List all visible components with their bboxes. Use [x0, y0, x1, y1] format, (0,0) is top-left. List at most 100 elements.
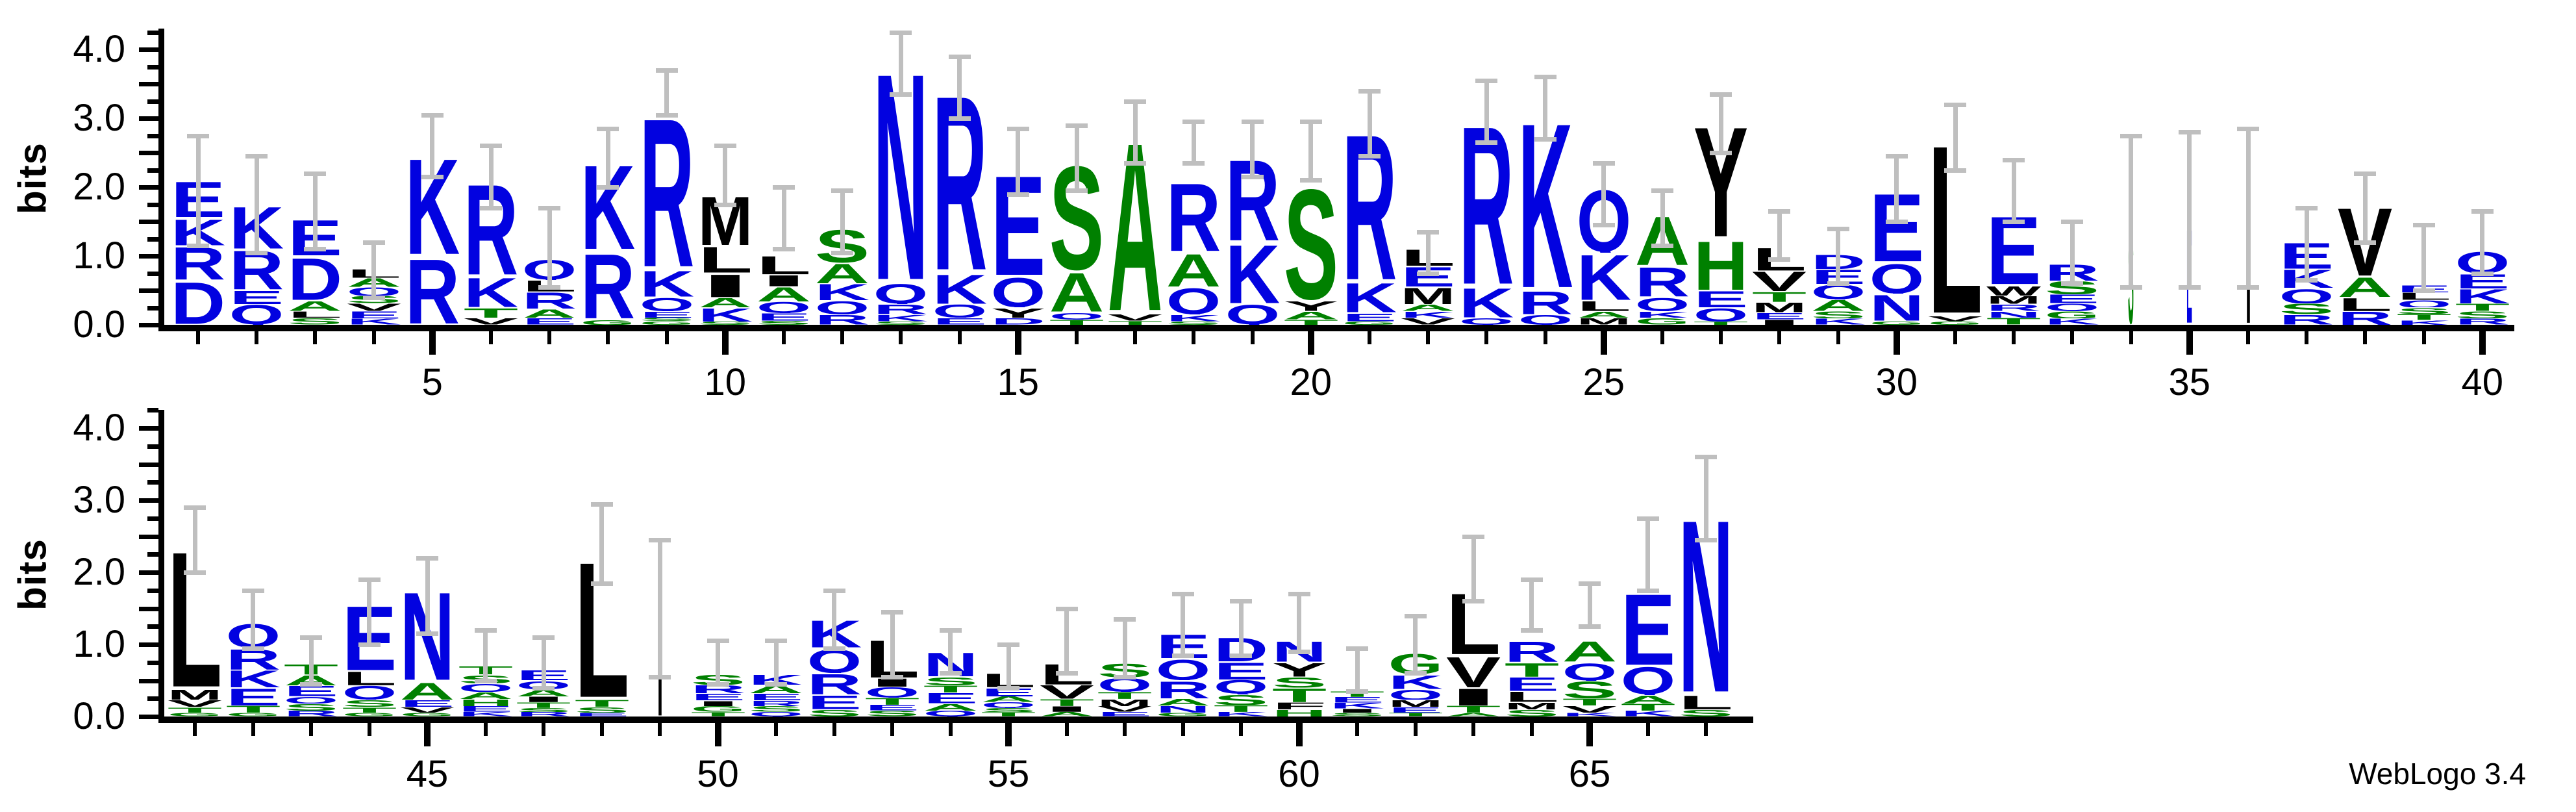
x-axis-tick — [1413, 723, 1418, 736]
logo-letter-R-43: R — [284, 711, 338, 717]
y-axis-tick — [139, 151, 158, 155]
error-bar-cap-bottom — [1124, 160, 1147, 166]
svg-text:Q: Q — [1518, 314, 1572, 325]
svg-text:T: T — [1752, 292, 1807, 302]
svg-text:T: T — [1049, 320, 1104, 325]
logo-letter-K-21: K — [1342, 282, 1397, 313]
y-axis-tick — [147, 236, 158, 242]
x-axis-tick — [2012, 331, 2016, 344]
y-axis-tick — [139, 323, 158, 327]
logo-letter-E-21: E — [1342, 313, 1397, 322]
logo-letter-S-39: S — [2396, 308, 2451, 314]
svg-text:K: K — [464, 277, 518, 308]
svg-text:K: K — [873, 314, 928, 322]
error-bar-cap-top — [532, 635, 555, 640]
svg-text:S: S — [1271, 677, 1326, 688]
error-bar-stem — [1718, 94, 1723, 153]
svg-text:A: A — [400, 682, 455, 700]
svg-text:I: I — [516, 696, 571, 702]
logo-letter-L-3: L — [288, 311, 342, 318]
svg-text:K: K — [225, 670, 281, 688]
svg-text:T: T — [2455, 303, 2510, 311]
logo-letter-V-22: V — [1401, 318, 1456, 325]
svg-text:A: A — [516, 689, 571, 696]
y-axis-tick — [139, 47, 158, 52]
logo-letter-N-32: N — [1986, 311, 2041, 318]
svg-text:E: E — [757, 313, 811, 321]
svg-text:T: T — [168, 707, 222, 713]
logo-letter-E-54: E — [923, 692, 977, 704]
logo-letter-T-6: T — [464, 308, 518, 318]
error-bar-cap-top — [416, 555, 438, 561]
logo-letter-G-30: G — [1869, 322, 1924, 325]
svg-text:Q: Q — [1166, 287, 1221, 314]
error-bar-cap-bottom — [245, 250, 268, 255]
x-axis-tick — [1307, 331, 1314, 355]
error-bar-stem — [483, 629, 488, 681]
y-axis-tick-label: 4.0 — [73, 28, 125, 70]
logo-letter-A-29: A — [1810, 299, 1865, 311]
y-axis-tick-label: 3.0 — [73, 479, 125, 521]
svg-text:E: E — [865, 705, 919, 711]
logo-letter-V-31: V — [1928, 316, 1983, 321]
svg-text:T: T — [1330, 691, 1384, 697]
error-bar-stem — [192, 507, 197, 572]
logo-letter-R-5: R — [405, 256, 460, 325]
error-bar-cap-bottom — [649, 674, 671, 679]
logo-letter-R-64: R — [1504, 641, 1558, 662]
error-bar-cap-bottom — [1944, 168, 1966, 173]
svg-text:V: V — [1928, 316, 1983, 321]
svg-text:R: R — [2279, 314, 2334, 325]
logo-letter-A-63: A — [1446, 713, 1501, 717]
svg-text:R: R — [284, 711, 338, 717]
error-bar-cap-top — [997, 642, 1019, 647]
logo-letter-Q-33: Q — [2045, 303, 2099, 311]
error-bar-cap-bottom — [765, 682, 787, 687]
logo-letter-T-65: T — [1562, 698, 1617, 705]
svg-text:E: E — [690, 693, 745, 700]
y-axis-tick — [147, 305, 158, 311]
svg-text:K: K — [639, 270, 694, 297]
logo-letter-Q-24: Q — [1518, 314, 1572, 325]
x-axis-tick-label: 5 — [421, 361, 443, 403]
error-bar-stem — [2421, 225, 2427, 290]
logo-letter-H-46: H — [458, 699, 512, 706]
svg-text:H: H — [458, 699, 512, 706]
svg-text:Q: Q — [1620, 666, 1675, 694]
error-bar-stem — [1016, 128, 1021, 194]
svg-text:Q: Q — [639, 298, 694, 311]
y-axis-tick-label: 2.0 — [73, 551, 125, 593]
logo-letter-A-65: A — [1562, 641, 1617, 662]
error-bar-cap-top — [1768, 209, 1791, 214]
svg-text:T: T — [690, 712, 745, 717]
error-bar-cap-bottom — [300, 682, 322, 687]
svg-text:G: G — [1342, 322, 1397, 325]
logo-letter-T-56: T — [1039, 699, 1094, 706]
error-bar-stem — [890, 612, 895, 677]
error-bar-stem — [541, 637, 546, 688]
logo-letter-T-66: T — [1620, 704, 1675, 711]
logo-letter-E-45: E — [400, 700, 455, 707]
logo-letter-L-25: L — [1577, 301, 1631, 311]
error-bar-cap-top — [1241, 120, 1264, 125]
error-bar-stem — [1543, 77, 1548, 139]
error-bar-stem — [195, 135, 201, 246]
logo-letter-D-15: D — [991, 318, 1045, 325]
logo-letter-T-42: T — [225, 705, 280, 713]
y-axis-tick — [139, 288, 158, 293]
error-bar-cap-bottom — [1241, 175, 1264, 180]
logo-letter-M-22: M — [1401, 287, 1455, 305]
svg-text:S: S — [1679, 709, 1733, 717]
error-bar-stem — [657, 540, 662, 677]
x-axis-tick — [193, 723, 197, 736]
logo-letter-V-28: V — [1752, 271, 1807, 292]
svg-text:R: R — [815, 314, 869, 325]
logo-letter-T-47: T — [516, 702, 571, 708]
svg-text:E: E — [1330, 697, 1384, 703]
svg-text:H: H — [1271, 709, 1326, 717]
svg-text:S: S — [749, 706, 803, 712]
svg-text:K: K — [932, 273, 986, 305]
error-bar-stem — [1132, 101, 1138, 163]
svg-text:Q: Q — [1694, 308, 1748, 322]
svg-text:F: F — [1271, 702, 1326, 709]
